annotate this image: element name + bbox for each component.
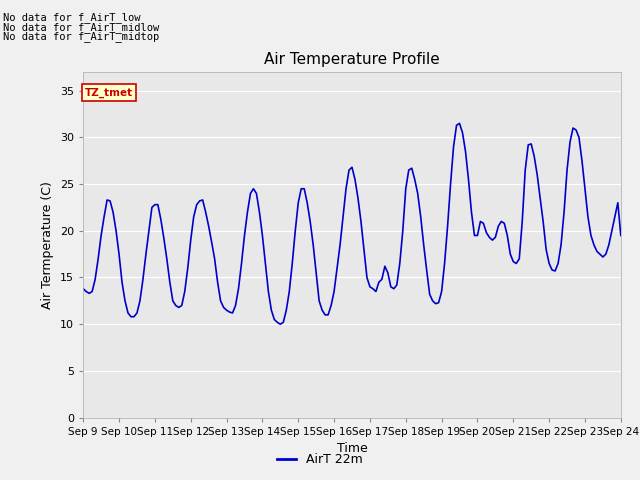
Text: TZ_tmet: TZ_tmet	[85, 87, 133, 98]
Text: No data for f_AirT_low: No data for f_AirT_low	[3, 12, 141, 23]
Text: No data for f_AirT_midlow: No data for f_AirT_midlow	[3, 22, 159, 33]
Title: Air Temperature Profile: Air Temperature Profile	[264, 52, 440, 67]
Y-axis label: Air Termperature (C): Air Termperature (C)	[42, 181, 54, 309]
X-axis label: Time: Time	[337, 442, 367, 455]
Legend: AirT 22m: AirT 22m	[272, 448, 368, 471]
Text: No data for f_AirT_midtop: No data for f_AirT_midtop	[3, 31, 159, 42]
